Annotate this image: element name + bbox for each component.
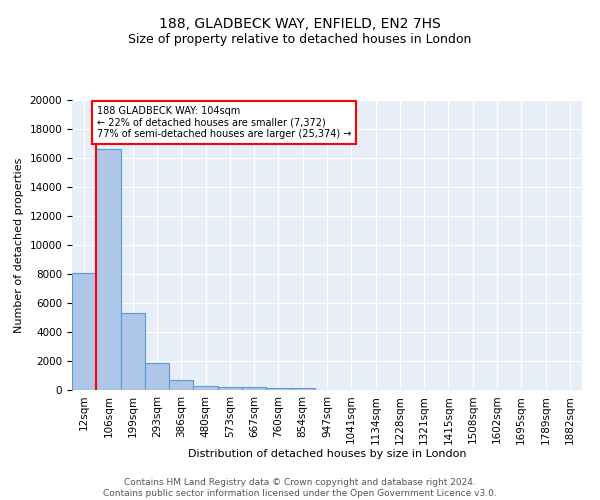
Text: 188, GLADBECK WAY, ENFIELD, EN2 7HS: 188, GLADBECK WAY, ENFIELD, EN2 7HS xyxy=(159,18,441,32)
Bar xyxy=(290,388,315,390)
Text: Contains HM Land Registry data © Crown copyright and database right 2024.
Contai: Contains HM Land Registry data © Crown c… xyxy=(103,478,497,498)
Bar xyxy=(193,386,218,390)
Y-axis label: Number of detached properties: Number of detached properties xyxy=(14,158,24,332)
Bar xyxy=(96,150,121,390)
Text: Size of property relative to detached houses in London: Size of property relative to detached ho… xyxy=(128,32,472,46)
X-axis label: Distribution of detached houses by size in London: Distribution of detached houses by size … xyxy=(188,449,466,459)
Bar xyxy=(169,380,193,390)
Bar xyxy=(72,272,96,390)
Bar xyxy=(266,388,290,390)
Bar xyxy=(145,363,169,390)
Text: 188 GLADBECK WAY: 104sqm
← 22% of detached houses are smaller (7,372)
77% of sem: 188 GLADBECK WAY: 104sqm ← 22% of detach… xyxy=(97,106,351,139)
Bar xyxy=(242,387,266,390)
Bar xyxy=(218,386,242,390)
Bar xyxy=(121,313,145,390)
